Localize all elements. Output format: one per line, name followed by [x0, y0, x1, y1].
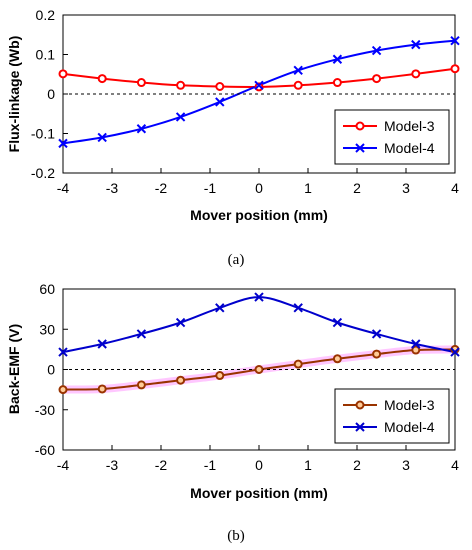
y-tick-label: 0.2: [36, 7, 56, 23]
data-point-model-3: [254, 365, 264, 374]
legend-marker-x: [355, 422, 365, 432]
y-tick-label: 0: [47, 86, 55, 102]
tick-group: -4 -3 -2 -1 0 1 2 3 4 -0.2 -0.1 0 0.1 0.2: [31, 7, 459, 196]
data-point-model-3: [450, 64, 460, 74]
data-point-model-3: [176, 375, 186, 385]
data-point-model-4: [97, 132, 107, 143]
data-point-model-3: [411, 345, 421, 355]
x-tick-label: -3: [106, 180, 119, 196]
chart-panel-b: -4 -3 -2 -1 0 1 2 3 4 -60 -30 0 30 60 Model-3 Model-4…: [6, 281, 460, 544]
x-tick-label: 4: [451, 180, 459, 196]
marker-group: [58, 35, 460, 149]
x-tick-label: 0: [255, 180, 263, 196]
data-point-model-3: [176, 80, 186, 90]
legend-box: [334, 388, 450, 444]
x-axis-title: Mover position (mm): [190, 207, 328, 223]
data-point-model-4: [215, 97, 225, 107]
y-tick-label: -60: [35, 442, 55, 458]
legend-label-model-3: Model-3: [384, 397, 435, 413]
data-point-model-3: [254, 82, 264, 92]
panel-label-a: (a): [228, 252, 245, 268]
legend-label-model-4: Model-4: [384, 419, 435, 435]
data-point-model-4: [58, 138, 68, 149]
x-tick-label: 2: [353, 457, 361, 473]
data-point-model-4: [450, 347, 460, 357]
data-point-model-4: [293, 303, 303, 313]
data-point-model-3: [136, 78, 146, 88]
data-point-model-4: [293, 65, 303, 76]
legend-box: [334, 109, 450, 165]
series-group: [59, 296, 459, 394]
data-point-model-3: [293, 359, 303, 369]
data-point-model-3: [215, 81, 225, 91]
data-point-model-3: [215, 371, 225, 381]
panel-label-b: (b): [227, 528, 245, 544]
data-point-model-3: [136, 380, 146, 390]
data-point-model-3: [293, 80, 303, 90]
data-point-model-4: [254, 292, 264, 302]
data-point-model-4: [97, 339, 107, 349]
data-point-model-3: [58, 385, 68, 395]
legend-marker-x: [355, 143, 365, 153]
legend-marker-circle: [355, 400, 365, 410]
tick-group: -4 -3 -2 -1 0 1 2 3 4 -60 -30 0 30 60: [35, 281, 459, 473]
data-point-model-4: [371, 45, 382, 56]
data-point-model-4: [411, 39, 421, 50]
marker-group: [58, 292, 460, 395]
data-point-model-4: [175, 317, 186, 328]
y-axis-title: Back-EMF (V): [6, 324, 22, 414]
data-point-model-4: [58, 347, 68, 357]
y-axis-title: Flux-linkage (Wb): [6, 36, 22, 153]
data-point-model-4: [136, 329, 147, 339]
data-point-model-4: [254, 80, 264, 91]
x-tick-label: 0: [255, 457, 263, 473]
x-tick-label: -2: [155, 180, 168, 196]
legend-marker-circle: [355, 121, 365, 131]
data-point-model-3: [372, 74, 382, 84]
data-point-model-3: [97, 74, 107, 84]
data-point-model-4: [332, 54, 343, 64]
x-tick-label: 3: [402, 180, 410, 196]
data-point-model-4: [411, 339, 421, 349]
data-point-model-4: [332, 317, 343, 328]
x-tick-label: 4: [451, 457, 459, 473]
chart-panel-a: -4 -3 -2 -1 0 1 2 3 4 -0.2 -0.1 0 0.1 0.2 Model-3 Mod…: [6, 7, 460, 268]
data-point-model-3: [411, 69, 421, 79]
data-point-model-3: [372, 349, 382, 359]
x-tick-label: 3: [402, 457, 410, 473]
y-tick-label: 0.1: [36, 47, 56, 63]
legend-label-model-3: Model-3: [384, 118, 435, 134]
x-tick-label: 2: [353, 180, 361, 196]
legend-label-model-4: Model-4: [384, 140, 435, 156]
y-tick-label: 30: [39, 321, 55, 337]
y-tick-label: -0.1: [31, 126, 55, 142]
x-tick-label: -3: [106, 457, 119, 473]
data-point-model-3: [332, 78, 342, 88]
x-tick-label: -1: [204, 180, 217, 196]
y-tick-label: -30: [35, 402, 55, 418]
x-tick-label: -4: [57, 180, 70, 196]
x-tick-label: 1: [304, 457, 312, 473]
y-tick-label: 0: [47, 362, 55, 378]
y-tick-label: 60: [39, 281, 55, 297]
data-point-model-4: [136, 124, 147, 134]
data-point-model-3: [332, 354, 342, 364]
x-tick-label: -4: [57, 457, 70, 473]
x-tick-label: -1: [204, 457, 217, 473]
series-line-model-4: [62, 296, 456, 354]
data-point-model-4: [450, 35, 460, 46]
legend: Model-3 Model-4: [334, 109, 450, 165]
y-tick-label: -0.2: [31, 165, 55, 181]
data-point-model-3: [97, 384, 107, 394]
data-point-model-4: [175, 112, 186, 122]
data-point-model-4: [215, 303, 225, 313]
data-point-model-4: [371, 329, 382, 339]
legend: Model-3 Model-4: [334, 388, 450, 444]
x-tick-label: -2: [155, 457, 168, 473]
x-axis-title: Mover position (mm): [190, 485, 328, 501]
data-point-model-3: [58, 69, 68, 79]
x-tick-label: 1: [304, 180, 312, 196]
